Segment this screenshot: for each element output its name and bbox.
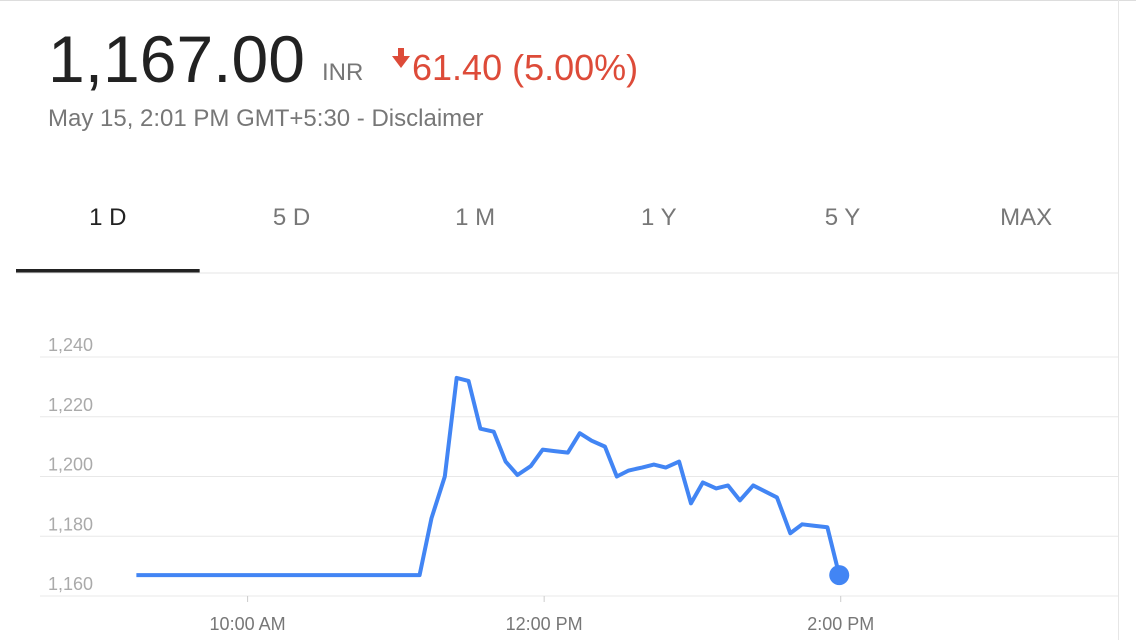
tab[interactable]: 5 D [273,204,310,231]
plot: 1,160 1,180 1,200 1,220 1,240 10:00 AM 12:00 P… [40,335,1118,634]
y-tick-label: 1,200 [48,455,93,475]
change: 61.40 (5.00%) [412,47,638,88]
y-tick-label: 1,180 [48,514,93,534]
tab[interactable]: MAX [1000,204,1052,231]
last-point [829,565,850,586]
down-arrow [392,48,410,68]
price-line [136,375,842,578]
tab[interactable]: 1 Y [641,204,677,231]
change-value: 61.40 [412,47,502,88]
currency: INR [322,59,363,86]
tabs: 1 D 5 D 1 M 1 Y 5 Y MAX [16,204,1052,273]
disclaimer-link[interactable]: Disclaimer [371,105,483,132]
y-tick-label: 1,240 [48,335,93,355]
x-tick-label: 2:00 PM [807,614,874,634]
x-tick-label: 10:00 AM [210,614,286,634]
x-tick-label: 12:00 PM [506,614,583,634]
change-percent: (5.00%) [512,47,638,88]
timestamp-line: May 15, 2:01 PM GMT+5:30 - Disclaimer [48,105,483,132]
tab[interactable]: 5 Y [825,204,861,231]
y-tick-label: 1,160 [48,574,93,594]
timestamp: May 15, 2:01 PM GMT+5:30 - [48,105,371,132]
price: 1,167.00 [48,22,305,96]
tab[interactable]: 1 D [89,204,126,231]
tab[interactable]: 1 M [455,204,495,231]
tab-underline [16,269,200,273]
y-tick-label: 1,220 [48,395,93,415]
